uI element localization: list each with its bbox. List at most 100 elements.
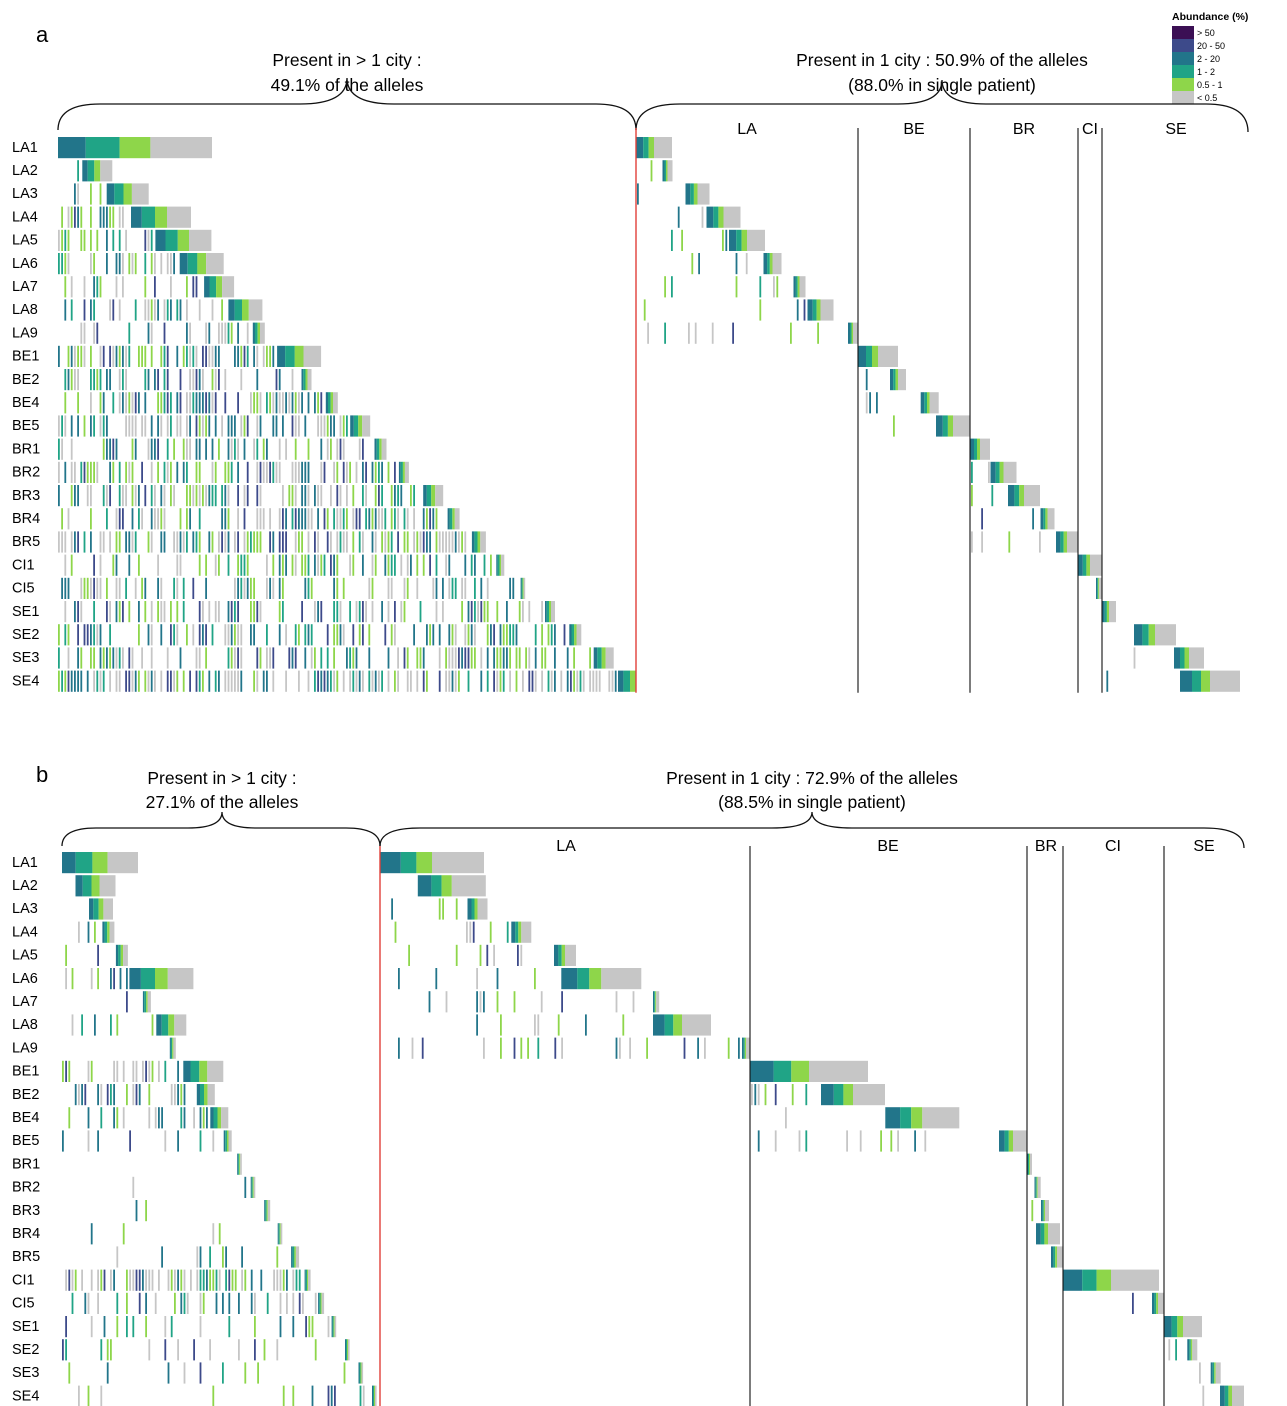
panel-a-shared-cell <box>480 577 483 599</box>
panel-a-shared-cell <box>509 670 511 692</box>
panel-b-shared-cell <box>116 1292 119 1314</box>
panel-a-shared-cell <box>179 508 182 530</box>
panel-a-shared-cell <box>307 438 310 460</box>
panel-a-shared-cell <box>435 508 438 530</box>
panel-a-shared-cell <box>522 601 524 623</box>
panel-a-single-cell <box>722 229 724 251</box>
panel-a-shared-cell <box>150 461 153 483</box>
panel-a-shared-cell <box>58 461 60 483</box>
panel-a-shared-cell <box>358 670 361 692</box>
panel-a-shared-cell <box>272 647 275 669</box>
panel-b-shared-cell <box>78 1084 80 1106</box>
panel-a-shared-cell <box>397 647 399 669</box>
panel-a-shared-cell <box>70 206 73 228</box>
panel-b-single-cell <box>880 1130 882 1152</box>
panel-a-shared-cell <box>470 554 473 576</box>
panel-b-single-cell <box>774 1084 777 1106</box>
panel-a-shared-cell <box>358 601 361 623</box>
panel-b-single-cell <box>1202 1385 1205 1406</box>
panel-a-shared-cell <box>138 508 140 530</box>
panel-a-shared-cell <box>394 508 396 530</box>
panel-a-shared-cell <box>454 531 457 553</box>
panel-b-single-cell <box>561 991 563 1013</box>
panel-a-shared-cell <box>109 647 111 669</box>
panel-b-shared-cell <box>106 1339 109 1361</box>
panel-a-single-cell <box>991 485 994 507</box>
panel-a-shared-cell <box>256 508 259 530</box>
panel-a-shared-cell <box>323 670 326 692</box>
panel-a-shared-cell <box>170 624 172 646</box>
panel-a-shared-cell <box>400 601 403 623</box>
panel-a-shared-cell <box>70 438 73 460</box>
panel-a-shared-cell <box>294 624 297 646</box>
panel-a-row-label: LA4 <box>12 209 38 225</box>
panel-b-single-cell <box>585 1014 587 1036</box>
panel-a-shared-block <box>106 183 115 205</box>
panel-a-shared-cell <box>211 438 214 460</box>
panel-a-shared-cell <box>198 624 201 646</box>
panel-a-shared-cell <box>227 485 230 507</box>
panel-b-single-cell <box>435 968 438 990</box>
panel-b-single-block <box>885 1107 901 1129</box>
panel-a-shared-cell <box>176 577 179 599</box>
panel-a-shared-cell <box>362 461 364 483</box>
panel-a-shared-cell <box>285 624 287 646</box>
panel-a-shared-cell <box>314 392 316 414</box>
panel-a-shared-block <box>167 206 191 228</box>
panel-a-single-cell <box>1032 508 1034 530</box>
panel-b-single-block <box>664 1014 674 1036</box>
panel-b-shared-cell <box>129 1269 131 1291</box>
panel-a-shared-cell <box>150 322 153 344</box>
panel-a-shared-cell <box>70 299 73 321</box>
panel-a-shared-cell <box>157 461 159 483</box>
panel-a-shared-cell <box>58 229 60 251</box>
panel-b-shared-cell <box>158 1107 160 1129</box>
panel-b-single-block <box>653 991 655 1013</box>
panel-a-shared-cell <box>128 461 131 483</box>
panel-b-shared-cell <box>151 1060 154 1082</box>
panel-b-shared-cell <box>116 1107 119 1129</box>
panel-a-shared-cell <box>99 531 102 553</box>
panel-a-single-block <box>718 206 724 228</box>
panel-a-shared-block <box>100 160 113 182</box>
panel-b-single-block <box>833 1084 844 1106</box>
panel-a-shared-cell <box>304 624 307 646</box>
panel-a-shared-cell <box>365 601 367 623</box>
panel-a-shared-cell <box>365 485 367 507</box>
panel-a-single-cell <box>971 461 973 483</box>
panel-b-shared-block <box>109 921 115 943</box>
panel-b-shared-cell <box>186 1292 189 1314</box>
panel-a-shared-cell <box>362 485 364 507</box>
panel-b-single-cell <box>890 1130 893 1152</box>
panel-b-shared-cell <box>126 1316 128 1338</box>
panel-a-shared-cell <box>109 670 111 692</box>
panel-a-shared-cell <box>147 322 150 344</box>
panel-a-shared-cell <box>323 415 326 437</box>
panel-a-single-block <box>690 183 694 205</box>
panel-b-shared-cell <box>97 1130 99 1152</box>
panel-a-shared-cell <box>339 485 342 507</box>
panel-b-shared-cell <box>81 1014 83 1036</box>
panel-a-shared-cell <box>106 438 108 460</box>
panel-a-shared-block <box>254 322 258 344</box>
panel-a-shared-cell <box>598 670 601 692</box>
panel-a-shared-cell <box>352 647 355 669</box>
panel-b-shared-block <box>331 1316 333 1338</box>
panel-b-shared-block <box>319 1292 321 1314</box>
panel-a-shared-cell <box>323 508 326 530</box>
panel-a-shared-cell <box>208 670 211 692</box>
panel-a-shared-cell <box>64 369 67 391</box>
panel-b-single-block <box>655 991 657 1013</box>
panel-a-shared-cell <box>352 670 355 692</box>
panel-a-shared-block <box>177 229 189 251</box>
panel-a-shared-cell <box>173 670 175 692</box>
panel-b-single-block <box>791 1060 809 1082</box>
panel-a-shared-cell <box>166 253 169 275</box>
panel-a-shared-cell <box>150 670 153 692</box>
panel-a-shared-cell <box>470 601 473 623</box>
panel-b-shared-cell <box>68 1107 71 1129</box>
panel-b-shared-cell <box>113 1269 115 1291</box>
panel-a-shared-cell <box>502 670 505 692</box>
legend-swatch-2 <box>1172 52 1194 65</box>
panel-b-single-cell <box>527 1037 529 1059</box>
